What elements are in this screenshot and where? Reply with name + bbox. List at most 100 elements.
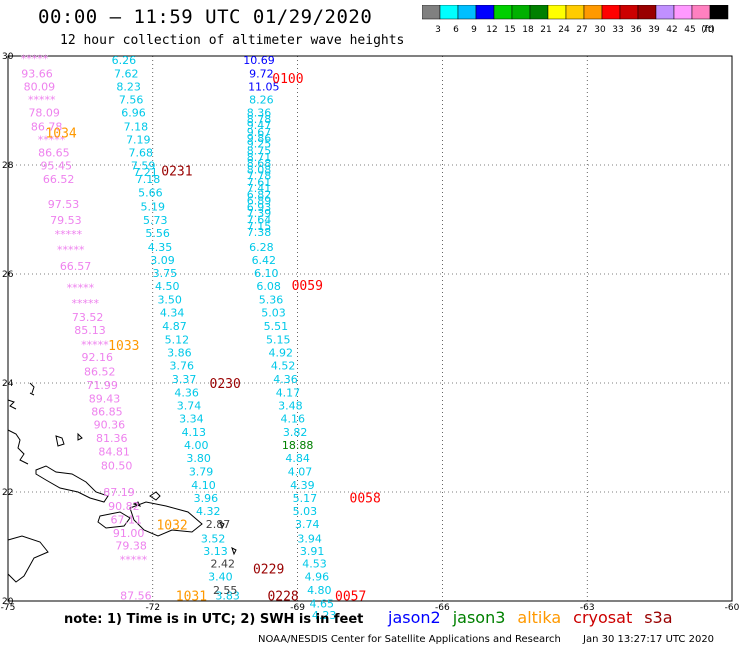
track-jason3: 6.267.628.237.566.967.187.197.687.597.21… (112, 54, 240, 603)
wave-height-label: 4.10 (191, 479, 216, 492)
wave-height-label: 4.23 (312, 609, 337, 622)
grid (8, 56, 732, 601)
color-scale-tick: 6 (453, 25, 459, 35)
island-outline (29, 382, 35, 396)
wave-height-label: 6.93 (247, 201, 272, 214)
wave-height-label: 78.09 (28, 107, 60, 120)
wave-height-label: 95.45 (41, 160, 73, 173)
island-outline (55, 432, 83, 447)
track-altika: *****93.6680.09*****78.0986.78*****86.65… (21, 53, 152, 603)
satellite-legend: jason2 jason3 altika cryosat s3a (388, 608, 685, 627)
wave-height-label: 5.56 (145, 227, 170, 240)
color-scale-tick: 36 (630, 25, 642, 35)
wave-height-label: 4.13 (182, 426, 207, 439)
wave-height-label: 5.19 (141, 200, 166, 213)
wave-height-label: 3.13 (203, 545, 228, 558)
wave-height-label: 6.10 (254, 267, 279, 280)
wave-height-label: 8.26 (249, 94, 274, 107)
wave-height-label: 66.52 (43, 173, 75, 186)
island-outline (129, 501, 203, 537)
wave-height-label: 4.87 (162, 320, 187, 333)
color-swatch (709, 5, 729, 20)
wave-height-label: 5.73 (143, 214, 168, 227)
wave-height-label: 8.08 (247, 163, 272, 176)
wave-height-label: 7.41 (247, 182, 272, 195)
chart-subtitle: 12 hour collection of altimeter wave hei… (60, 33, 405, 48)
pass-number-label: 0231 (161, 164, 192, 179)
wave-height-label: 90.82 (108, 500, 140, 513)
y-tick-label: 24 (2, 379, 14, 389)
color-scale-tick: 70 (702, 25, 714, 35)
wave-height-label: 7.18 (136, 173, 161, 186)
wave-height-label: 89.43 (89, 392, 121, 405)
pass-number-label: 0230 (210, 377, 241, 392)
wave-height-label: 71.99 (86, 379, 118, 392)
wave-height-label: ***** (120, 554, 148, 567)
wave-height-label: 3.40 (208, 570, 233, 583)
island-outline (7, 535, 49, 583)
color-scale-tick: 12 (486, 25, 497, 35)
wave-height-label: 3.94 (297, 532, 322, 545)
island-outline (132, 491, 161, 507)
color-scale-tick: 21 (540, 25, 551, 35)
track-s3a: 8.268.368.789.479.679.869.258.758.718.68… (247, 94, 337, 623)
wave-height-label: 11.05 (248, 81, 280, 94)
satellite-legend-item: jason2 (388, 608, 441, 627)
pass-number-label: 0059 (292, 279, 323, 294)
wave-height-label: 7.78 (247, 169, 272, 182)
wave-height-label: ***** (21, 53, 49, 66)
wave-height-label: 7.68 (128, 146, 153, 159)
wave-height-label: 7.19 (126, 133, 151, 146)
wave-height-label: 9.67 (247, 126, 272, 139)
wave-height-label: 4.39 (290, 479, 315, 492)
wave-height-label: ***** (67, 282, 95, 295)
y-tick-label: 26 (2, 270, 14, 280)
wave-height-label: 2.55 (213, 584, 238, 597)
wave-height-label: 8.36 (247, 107, 272, 120)
wave-height-label: 87.19 (103, 486, 135, 499)
x-tick-label: -60 (725, 603, 740, 613)
wave-height-label: 3.80 (186, 452, 211, 465)
wave-height-label: 4.00 (184, 439, 209, 452)
wave-height-label: ***** (38, 133, 66, 146)
wave-height-label: 3.75 (153, 267, 178, 280)
wave-height-label: 8.71 (247, 151, 272, 164)
wave-height-label: 3.74 (177, 399, 202, 412)
wave-height-label: 80.50 (101, 459, 133, 472)
wave-height-label: 5.36 (259, 294, 284, 307)
wave-height-label: 86.65 (38, 146, 70, 159)
wave-height-label: 97.53 (48, 198, 80, 211)
wave-height-label: 2.87 (206, 518, 231, 531)
plot-frame (7, 55, 733, 602)
wave-height-label: 4.36 (273, 373, 298, 386)
color-scale-tick: 9 (471, 25, 477, 35)
wave-height-label: 9.47 (247, 119, 272, 132)
wave-height-label: 2.42 (211, 557, 236, 570)
generated-timestamp: Jan 30 13:27:17 UTC 2020 (583, 634, 715, 645)
pass-number-label: 1034 (45, 126, 76, 141)
x-tick-label: -75 (1, 603, 16, 613)
pass-number-label: 0229 (253, 562, 284, 577)
island-outline (219, 521, 237, 556)
wave-height-label: 4.52 (271, 360, 296, 373)
satellite-legend-item: cryosat (573, 608, 633, 627)
wave-height-label: 85.13 (74, 324, 106, 337)
pass-number-label: 0058 (350, 491, 381, 506)
wave-height-label: 79.53 (50, 214, 82, 227)
wave-height-label: 9.72 (249, 67, 274, 80)
color-scale-tick: 24 (558, 25, 570, 35)
wave-height-label: 4.34 (160, 307, 185, 320)
wave-height-label: 84.81 (98, 446, 130, 459)
wave-height-label: 7.61 (247, 176, 272, 189)
wave-height-label: 4.35 (148, 241, 173, 254)
wave-height-label: 4.53 (302, 557, 327, 570)
wave-height-label: 86.52 (84, 366, 116, 379)
wave-height-label: 73.52 (72, 311, 104, 324)
pass-number-label: 1032 (156, 519, 187, 534)
wave-height-label: 91.00 (113, 527, 145, 540)
wave-height-label: 66.57 (60, 260, 92, 273)
wave-height-label: 9.25 (247, 138, 272, 151)
wave-height-label: 7.64 (247, 214, 272, 227)
wave-height-label: 5.03 (261, 307, 286, 320)
